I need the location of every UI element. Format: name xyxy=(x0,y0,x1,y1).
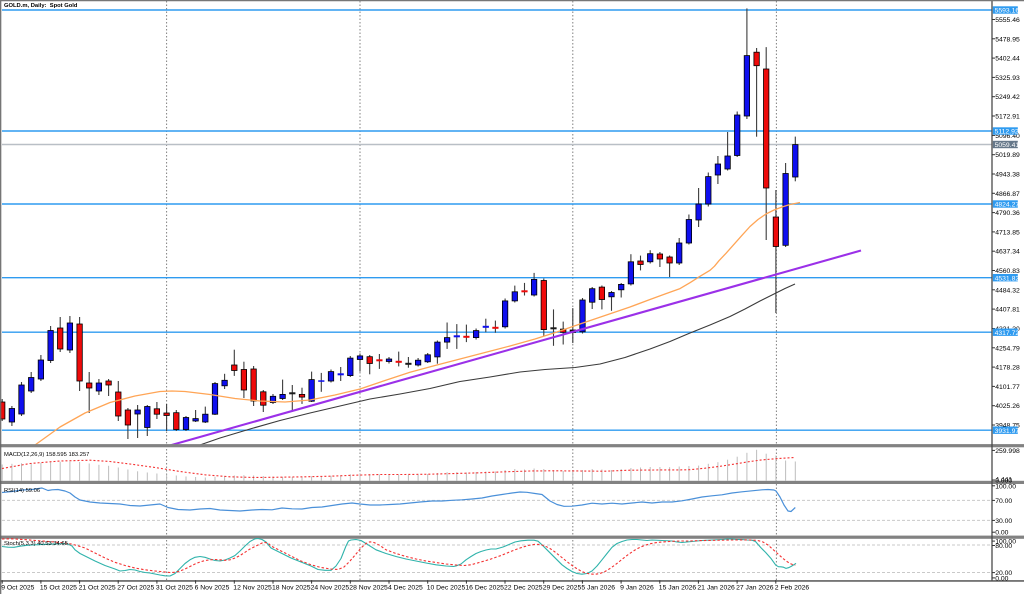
svg-text:4254.79: 4254.79 xyxy=(995,345,1020,352)
svg-text:10 Dec 2025: 10 Dec 2025 xyxy=(427,585,466,592)
svg-text:0.00: 0.00 xyxy=(995,530,1008,537)
svg-text:4484.32: 4484.32 xyxy=(995,287,1020,294)
svg-text:15 Oct 2025: 15 Oct 2025 xyxy=(40,585,77,592)
svg-text:5593.16: 5593.16 xyxy=(995,8,1020,15)
svg-text:24 Nov 2025: 24 Nov 2025 xyxy=(311,585,350,592)
svg-text:27 Oct 2025: 27 Oct 2025 xyxy=(117,585,154,592)
svg-text:4943.38: 4943.38 xyxy=(995,172,1020,179)
svg-text:5172.91: 5172.91 xyxy=(995,114,1020,121)
svg-text:4.441: 4.441 xyxy=(995,477,1012,484)
svg-text:21 Oct 2025: 21 Oct 2025 xyxy=(79,585,116,592)
svg-text:5555.46: 5555.46 xyxy=(995,17,1020,24)
svg-text:22 Dec 2025: 22 Dec 2025 xyxy=(504,585,543,592)
svg-text:20.00: 20.00 xyxy=(995,570,1012,577)
svg-text:2 Feb 2026: 2 Feb 2026 xyxy=(775,585,810,592)
svg-text:5249.42: 5249.42 xyxy=(995,94,1020,101)
svg-text:70.00: 70.00 xyxy=(995,498,1012,505)
svg-text:21 Jan 2026: 21 Jan 2026 xyxy=(697,585,735,592)
svg-text:259.998: 259.998 xyxy=(995,448,1020,455)
svg-text:4178.28: 4178.28 xyxy=(995,365,1020,372)
svg-text:5325.93: 5325.93 xyxy=(995,75,1020,82)
svg-text:4531.82: 4531.82 xyxy=(995,275,1020,282)
svg-text:16 Dec 2025: 16 Dec 2025 xyxy=(465,585,504,592)
svg-text:31 Oct 2025: 31 Oct 2025 xyxy=(156,585,193,592)
svg-text:4025.26: 4025.26 xyxy=(995,403,1020,410)
svg-text:RSI(14) 59.06: RSI(14) 59.06 xyxy=(4,488,40,494)
svg-text:12 Nov 2025: 12 Nov 2025 xyxy=(233,585,272,592)
svg-text:5 Jan 2026: 5 Jan 2026 xyxy=(581,585,615,592)
svg-text:9 Jan 2026: 9 Jan 2026 xyxy=(620,585,654,592)
svg-text:4713.85: 4713.85 xyxy=(995,229,1020,236)
svg-text:4790.36: 4790.36 xyxy=(995,210,1020,217)
svg-text:9 Oct 2025: 9 Oct 2025 xyxy=(1,585,34,592)
svg-text:5059.41: 5059.41 xyxy=(995,142,1020,149)
svg-text:5096.40: 5096.40 xyxy=(995,133,1020,140)
svg-text:4407.81: 4407.81 xyxy=(995,307,1020,314)
svg-text:15 Jan 2026: 15 Jan 2026 xyxy=(659,585,697,592)
svg-text:MACD(12,26,9) 158.595 183.257: MACD(12,26,9) 158.595 183.257 xyxy=(4,452,89,458)
svg-text:5402.44: 5402.44 xyxy=(995,56,1020,63)
svg-text:Stoch(5,3,3) 40.53 34.65: Stoch(5,3,3) 40.53 34.65 xyxy=(4,541,68,547)
svg-text:80.00: 80.00 xyxy=(995,543,1012,550)
svg-text:3931.97: 3931.97 xyxy=(995,428,1020,435)
svg-text:3948.75: 3948.75 xyxy=(995,423,1020,430)
svg-text:0.00: 0.00 xyxy=(995,575,1008,582)
svg-text:5112.92: 5112.92 xyxy=(995,129,1019,136)
svg-text:4317.72: 4317.72 xyxy=(995,330,1020,337)
svg-text:30.00: 30.00 xyxy=(995,518,1012,525)
svg-text:100.00: 100.00 xyxy=(995,483,1016,490)
svg-text:4866.87: 4866.87 xyxy=(995,191,1020,198)
svg-text:29 Dec 2025: 29 Dec 2025 xyxy=(543,585,582,592)
svg-text:0.000: 0.000 xyxy=(995,478,1012,485)
svg-text:6 Nov 2025: 6 Nov 2025 xyxy=(195,585,230,592)
svg-text:5019.89: 5019.89 xyxy=(995,152,1020,159)
svg-text:4637.34: 4637.34 xyxy=(995,249,1020,256)
svg-text:18 Nov 2025: 18 Nov 2025 xyxy=(272,585,311,592)
svg-text:28 Nov 2025: 28 Nov 2025 xyxy=(349,585,388,592)
svg-text:4101.77: 4101.77 xyxy=(995,384,1020,391)
svg-text:27 Jan 2026: 27 Jan 2026 xyxy=(736,585,774,592)
svg-text:4824.27: 4824.27 xyxy=(995,202,1020,209)
svg-text:4 Dec 2025: 4 Dec 2025 xyxy=(388,585,423,592)
svg-text:4560.83: 4560.83 xyxy=(995,268,1020,275)
svg-text:GOLD.m, Daily: Spot Gold: GOLD.m, Daily: Spot Gold xyxy=(4,3,78,9)
svg-text:5478.95: 5478.95 xyxy=(995,36,1020,43)
svg-text:100.00: 100.00 xyxy=(995,539,1016,546)
